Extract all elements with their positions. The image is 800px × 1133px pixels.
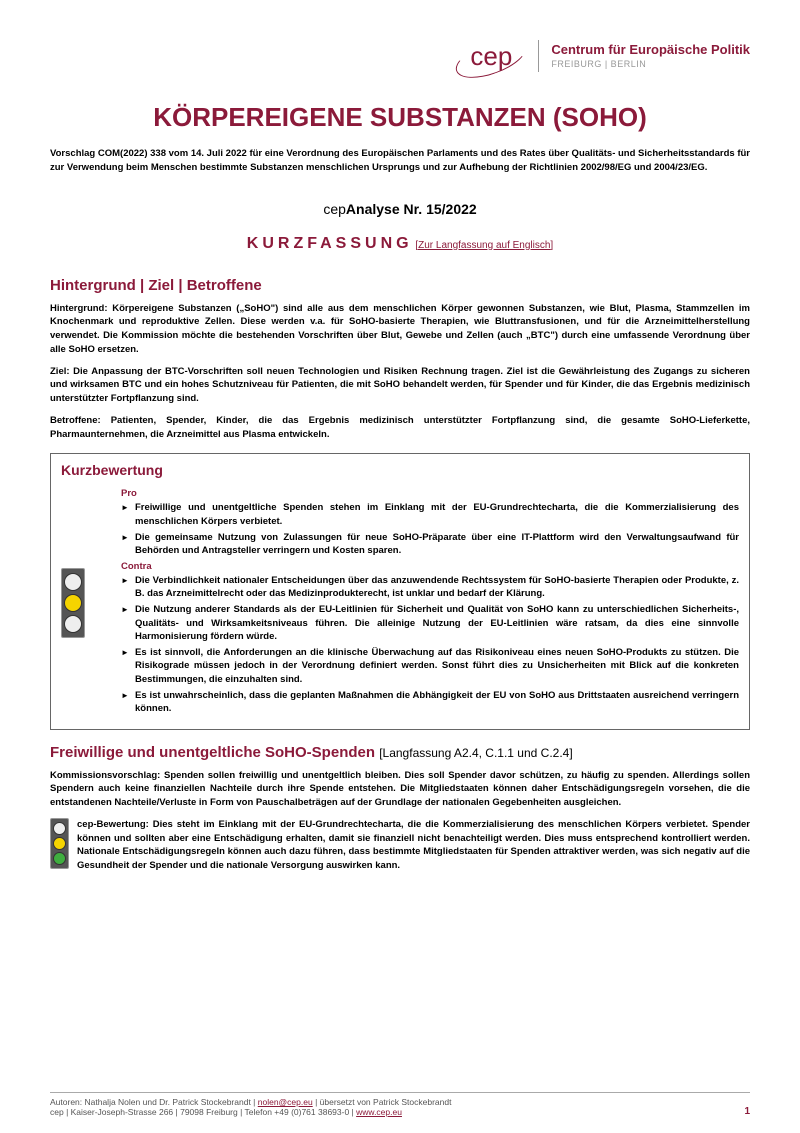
traffic-light-middle-yellow — [64, 594, 82, 612]
pro-label: Pro — [121, 488, 739, 499]
footer-line1a: Autoren: Nathalja Nolen und Dr. Patrick … — [50, 1097, 258, 1107]
voluntary-commission-para: Kommissionsvorschlag: Spenden sollen fre… — [50, 769, 750, 810]
kurzfassung-label: KURZFASSUNG — [247, 235, 413, 252]
section-hintergrund-heading: Hintergrund | Ziel | Betroffene — [50, 277, 750, 294]
logo-text-block: Centrum für Europäische Politik FREIBURG… — [551, 42, 750, 71]
voluntary-cep-eval-para: cep-Bewertung: Dies steht im Einklang mi… — [77, 818, 750, 873]
pro-item: Die gemeinsame Nutzung von Zulassungen f… — [121, 531, 739, 558]
footer-address-line: cep | Kaiser-Joseph-Strasse 266 | 79098 … — [50, 1107, 451, 1117]
page-title: KÖRPEREIGENE SUBSTANZEN (SOHO) — [50, 102, 750, 133]
analyse-word: Analyse — [346, 201, 400, 217]
hintergrund-para: Hintergrund: Körpereigene Substanzen („S… — [50, 302, 750, 357]
logo-cities: FREIBURG | BERLIN — [551, 59, 750, 71]
evaluation-lists: Pro Freiwillige und unentgeltliche Spend… — [95, 486, 739, 718]
footer-authors-line: Autoren: Nathalja Nolen und Dr. Patrick … — [50, 1097, 451, 1107]
logo-brand: cep — [456, 41, 526, 72]
analyse-nr-value: Nr. 15/2022 — [400, 201, 477, 217]
footer-line1b: | übersetzt von Patrick Stockebrandt — [313, 1097, 452, 1107]
subtitle-block: Vorschlag COM(2022) 338 vom 14. Juli 202… — [50, 147, 750, 175]
evaluation-box: Kurzbewertung Pro Freiwillige und unentg… — [50, 453, 750, 729]
page-number: 1 — [744, 1106, 750, 1117]
analyse-prefix: cep — [323, 201, 346, 217]
kurzfassung-row: KURZFASSUNG [Zur Langfassung auf Englisc… — [50, 235, 750, 253]
ziel-para: Ziel: Die Anpassung der BTC-Vorschriften… — [50, 365, 750, 406]
traffic-light-top — [64, 573, 82, 591]
footer-email-link[interactable]: nolen@cep.eu — [258, 1097, 313, 1107]
logo-divider — [538, 40, 539, 72]
section-voluntary-ref: [Langfassung A2.4, C.1.1 und C.2.4] — [379, 746, 572, 760]
contra-item: Es ist sinnvoll, die Anforderungen an di… — [121, 646, 739, 686]
traffic-light-main — [61, 568, 85, 638]
contra-label: Contra — [121, 561, 739, 572]
long-version-link[interactable]: [Zur Langfassung auf Englisch] — [415, 240, 553, 251]
mini-light-top — [53, 822, 66, 835]
contra-list: Die Verbindlichkeit nationaler Entscheid… — [121, 574, 739, 716]
page-footer: Autoren: Nathalja Nolen und Dr. Patrick … — [50, 1092, 750, 1117]
pro-item: Freiwillige und unentgeltliche Spenden s… — [121, 501, 739, 528]
footer-text-block: Autoren: Nathalja Nolen und Dr. Patrick … — [50, 1097, 451, 1117]
contra-item: Die Nutzung anderer Standards als der EU… — [121, 603, 739, 643]
section-voluntary-heading: Freiwillige und unentgeltliche SoHO-Spen… — [50, 744, 750, 761]
contra-item: Es ist unwahrscheinlich, dass die geplan… — [121, 689, 739, 716]
traffic-light-mini — [50, 818, 69, 869]
voluntary-eval-block: cep-Bewertung: Dies steht im Einklang mi… — [50, 818, 750, 873]
footer-url-link[interactable]: www.cep.eu — [356, 1107, 402, 1117]
header-logo: cep Centrum für Europäische Politik FREI… — [50, 40, 750, 72]
analyse-number: cepAnalyse Nr. 15/2022 — [50, 201, 750, 217]
section-voluntary-title: Freiwillige und unentgeltliche SoHO-Spen… — [50, 744, 375, 761]
evaluation-content: Pro Freiwillige und unentgeltliche Spend… — [61, 486, 739, 718]
evaluation-heading: Kurzbewertung — [61, 462, 739, 478]
logo-org-name: Centrum für Europäische Politik — [551, 42, 750, 59]
footer-line2: cep | Kaiser-Joseph-Strasse 266 | 79098 … — [50, 1107, 356, 1117]
betroffene-para: Betroffene: Patienten, Spender, Kinder, … — [50, 414, 750, 442]
traffic-light-bottom — [64, 615, 82, 633]
contra-item: Die Verbindlichkeit nationaler Entscheid… — [121, 574, 739, 601]
mini-light-bottom-green — [53, 852, 66, 865]
pro-list: Freiwillige und unentgeltliche Spenden s… — [121, 501, 739, 557]
mini-light-middle-yellow — [53, 837, 66, 850]
